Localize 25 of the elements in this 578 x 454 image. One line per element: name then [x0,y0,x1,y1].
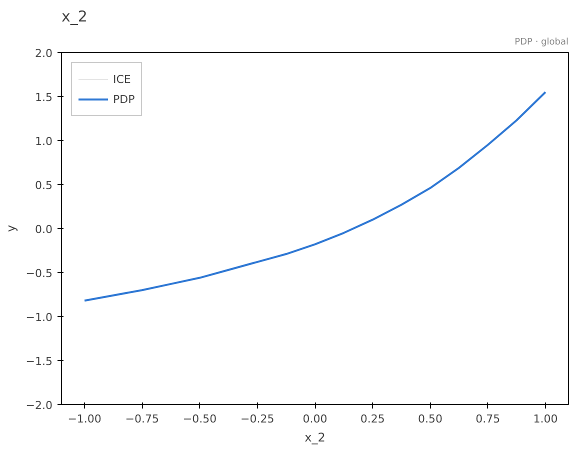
legend-label: ICE [113,72,132,86]
x-tick-label: −0.25 [240,412,274,426]
x-axis-title: x_2 [304,430,326,444]
x-tick-label: −0.75 [125,412,160,426]
y-axis-title: y [4,224,18,232]
x-tick-label: 0.25 [360,412,385,426]
chart-title: x_2 [62,8,88,26]
y-tick-label: 0.5 [35,179,53,192]
x-tick-label: 0.00 [302,412,328,426]
y-tick-label: 1.5 [35,91,53,104]
y-tick-label: −0.5 [26,267,53,280]
x-tick-label: −0.50 [182,412,217,426]
y-tick-label: 0.0 [35,223,53,236]
x-tick-label: 0.75 [476,412,500,426]
y-tick-label: −1.5 [26,355,53,368]
y-tick-label: −2.0 [26,399,53,412]
y-tick-label: 2.0 [35,47,53,60]
line-series [84,91,546,302]
text: PDP · global [514,38,569,48]
y-tick-label: −1.0 [26,311,53,324]
x-tick-label: −1.00 [68,412,102,426]
x-tick-label: 0.50 [418,412,442,426]
legend-label: PDP [113,92,135,106]
y-tick-label: 1.0 [35,135,53,148]
x-tick-label: 1.00 [533,412,558,426]
